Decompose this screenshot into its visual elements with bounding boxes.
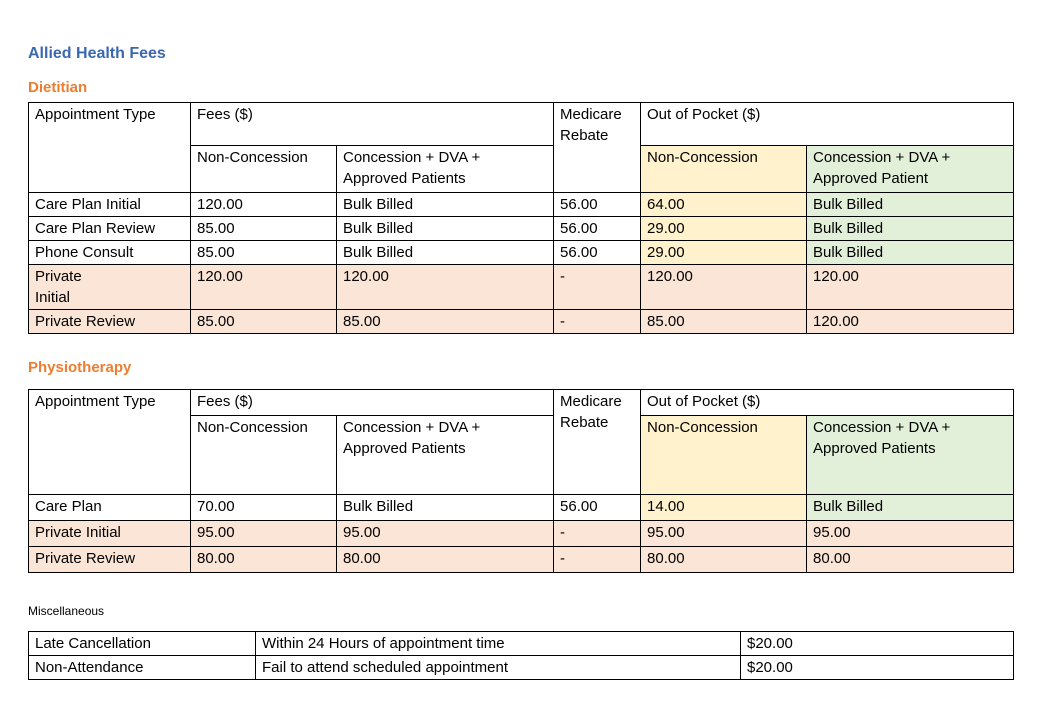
- section-heading-dietitian: Dietitian: [28, 79, 88, 96]
- section-heading-miscellaneous: Miscellaneous: [28, 604, 105, 618]
- cell-oop-non-concession: 120.00: [640, 264, 808, 310]
- col-header-medicare-rebate: Medicare Rebate: [553, 102, 642, 193]
- table-header-row: Appointment Type Fees ($) Medicare Rebat…: [28, 389, 1015, 495]
- cell-fee-concession: 120.00: [335, 264, 555, 310]
- cell-oop-concession: 80.00: [806, 546, 1015, 573]
- col-header-oop-non-concession: Non-Concession: [640, 415, 808, 495]
- cell-appointment-type: Private Review: [28, 309, 191, 334]
- col-header-fees-non-concession: Non-Concession: [190, 145, 337, 193]
- cell-appointment-type: Care Plan Initial: [28, 192, 191, 217]
- col-header-medicare-rebate: Medicare Rebate: [553, 389, 642, 495]
- cell-oop-concession: 120.00: [806, 309, 1015, 334]
- cell-oop-concession: 120.00: [806, 264, 1015, 310]
- cell-medicare-rebate: -: [553, 546, 642, 573]
- cell-fee-concession: Bulk Billed: [335, 494, 555, 521]
- col-header-fees: Fees ($): [189, 389, 555, 416]
- cell-medicare-rebate: -: [553, 520, 642, 547]
- cell-appointment-type: Private Initial: [28, 520, 191, 547]
- col-header-appointment-type: Appointment Type: [28, 389, 191, 495]
- table-row: Care Plan 70.00 Bulk Billed 56.00 14.00 …: [28, 494, 1015, 521]
- cell-oop-non-concession: 80.00: [640, 546, 808, 573]
- table-header-row: Appointment Type Fees ($) Medicare Rebat…: [28, 102, 1015, 193]
- col-header-appointment-type: Appointment Type: [28, 102, 191, 193]
- cell-fee-concession: Bulk Billed: [335, 216, 555, 241]
- cell-oop-concession: Bulk Billed: [806, 494, 1015, 521]
- cell-oop-concession: Bulk Billed: [806, 216, 1015, 241]
- cell-fee-concession: Bulk Billed: [335, 192, 555, 217]
- table-row: Private Review 80.00 80.00 - 80.00 80.00: [28, 546, 1015, 573]
- cell-misc-item: Non-Attendance: [28, 655, 256, 680]
- table-row: Private Initial 120.00 120.00 - 120.00 1…: [28, 264, 1015, 310]
- cell-oop-non-concession: 14.00: [640, 494, 808, 521]
- miscellaneous-table: Late Cancellation Within 24 Hours of app…: [28, 631, 1014, 680]
- cell-oop-non-concession: 29.00: [640, 240, 808, 265]
- table-subheader-row: Non-Concession Concession + DVA + Approv…: [29, 415, 1015, 495]
- table-row: Private Review 85.00 85.00 - 85.00 120.0…: [28, 309, 1015, 334]
- cell-oop-concession: Bulk Billed: [806, 240, 1015, 265]
- col-header-fees-non-concession: Non-Concession: [190, 415, 337, 495]
- col-header-fees-concession: Concession + DVA + Approved Patients: [335, 145, 555, 193]
- cell-oop-non-concession: 85.00: [640, 309, 808, 334]
- cell-medicare-rebate: -: [553, 309, 642, 334]
- cell-fee-non-concession: 80.00: [190, 546, 337, 573]
- col-header-oop-non-concession: Non-Concession: [640, 145, 808, 193]
- cell-fee-non-concession: 95.00: [190, 520, 337, 547]
- col-header-fees: Fees ($): [189, 102, 555, 146]
- col-header-fees-concession: Concession + DVA + Approved Patients: [335, 415, 555, 495]
- cell-medicare-rebate: 56.00: [553, 192, 642, 217]
- table-row: Private Initial 95.00 95.00 - 95.00 95.0…: [28, 520, 1015, 547]
- col-header-out-of-pocket: Out of Pocket ($): [640, 102, 1015, 146]
- table-row: Non-Attendance Fail to attend scheduled …: [28, 655, 1014, 680]
- cell-fee-concession: 80.00: [335, 546, 555, 573]
- physiotherapy-fees-table: Appointment Type Fees ($) Medicare Rebat…: [28, 389, 1015, 573]
- cell-fee-non-concession: 85.00: [190, 240, 337, 265]
- cell-medicare-rebate: 56.00: [553, 494, 642, 521]
- table-subheader-row: Non-Concession Concession + DVA + Approv…: [29, 145, 1015, 193]
- cell-appointment-type: Phone Consult: [28, 240, 191, 265]
- cell-appointment-type: Care Plan: [28, 494, 191, 521]
- cell-fee-non-concession: 120.00: [190, 192, 337, 217]
- cell-misc-fee: $20.00: [740, 631, 1014, 656]
- cell-appointment-type: Private Review: [28, 546, 191, 573]
- table-row: Late Cancellation Within 24 Hours of app…: [28, 631, 1014, 656]
- table-row: Care Plan Initial 120.00 Bulk Billed 56.…: [28, 192, 1015, 217]
- cell-oop-concession: 95.00: [806, 520, 1015, 547]
- cell-appointment-type: Care Plan Review: [28, 216, 191, 241]
- page-title: Allied Health Fees: [28, 45, 166, 62]
- cell-fee-non-concession: 85.00: [190, 216, 337, 241]
- cell-fee-concession: Bulk Billed: [335, 240, 555, 265]
- table-row: Care Plan Review 85.00 Bulk Billed 56.00…: [28, 216, 1015, 241]
- col-header-oop-concession: Concession + DVA + Approved Patient: [806, 145, 1015, 193]
- table-row: Phone Consult 85.00 Bulk Billed 56.00 29…: [28, 240, 1015, 265]
- cell-oop-non-concession: 64.00: [640, 192, 808, 217]
- cell-medicare-rebate: 56.00: [553, 216, 642, 241]
- cell-medicare-rebate: -: [553, 264, 642, 310]
- cell-oop-non-concession: 95.00: [640, 520, 808, 547]
- cell-fee-concession: 85.00: [335, 309, 555, 334]
- cell-misc-description: Fail to attend scheduled appointment: [255, 655, 741, 680]
- section-heading-physiotherapy: Physiotherapy: [28, 359, 132, 376]
- cell-misc-fee: $20.00: [740, 655, 1014, 680]
- cell-fee-concession: 95.00: [335, 520, 555, 547]
- col-header-out-of-pocket: Out of Pocket ($): [640, 389, 1015, 416]
- col-header-oop-concession: Concession + DVA + Approved Patients: [806, 415, 1015, 495]
- cell-fee-non-concession: 120.00: [190, 264, 337, 310]
- cell-medicare-rebate: 56.00: [553, 240, 642, 265]
- dietitian-fees-table: Appointment Type Fees ($) Medicare Rebat…: [28, 102, 1015, 334]
- cell-fee-non-concession: 85.00: [190, 309, 337, 334]
- cell-appointment-type: Private Initial: [28, 264, 191, 310]
- cell-misc-description: Within 24 Hours of appointment time: [255, 631, 741, 656]
- cell-misc-item: Late Cancellation: [28, 631, 256, 656]
- cell-oop-concession: Bulk Billed: [806, 192, 1015, 217]
- cell-oop-non-concession: 29.00: [640, 216, 808, 241]
- cell-fee-non-concession: 70.00: [190, 494, 337, 521]
